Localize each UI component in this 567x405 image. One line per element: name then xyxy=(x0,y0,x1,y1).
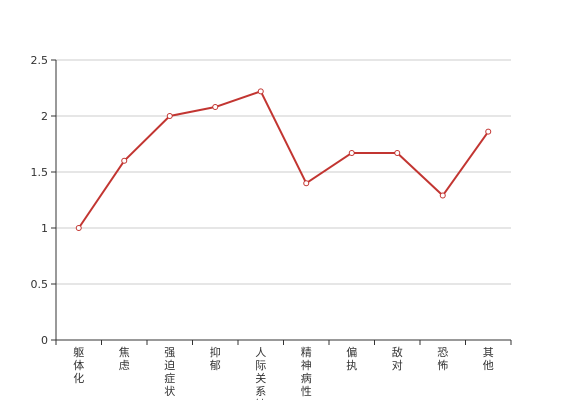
x-tick-label: 敌对 xyxy=(392,345,403,372)
data-point xyxy=(485,128,492,135)
series-line xyxy=(77,90,490,229)
x-tick-label: 强迫症状 xyxy=(164,346,175,398)
data-point xyxy=(439,192,446,199)
x-tick-label: 恐怖 xyxy=(437,346,448,372)
data-point xyxy=(212,104,219,111)
y-tick-label: 1.5 xyxy=(31,166,49,179)
x-tick-label: 其他 xyxy=(483,346,494,372)
data-point xyxy=(303,180,310,187)
y-tick-label: 0 xyxy=(41,334,48,347)
y-tick-label: 1 xyxy=(41,222,48,235)
data-point xyxy=(257,88,264,95)
y-tick-label: 2.5 xyxy=(31,54,49,67)
data-point xyxy=(121,157,128,164)
x-tick-label: 焦虑 xyxy=(119,346,130,372)
data-point xyxy=(348,149,355,156)
data-point xyxy=(166,113,173,119)
y-tick-label: 0.5 xyxy=(31,278,49,291)
data-point xyxy=(75,225,82,231)
x-tick-label: 精神病性 xyxy=(301,346,312,398)
x-tick-label: 人际关系敏感 xyxy=(255,346,266,400)
x-tick-label: 抑郁 xyxy=(210,345,221,372)
x-tick-label: 偏执 xyxy=(346,345,357,372)
y-tick-label: 2 xyxy=(41,110,48,123)
data-point xyxy=(394,149,401,156)
x-tick-label: 躯体化 xyxy=(73,346,84,385)
